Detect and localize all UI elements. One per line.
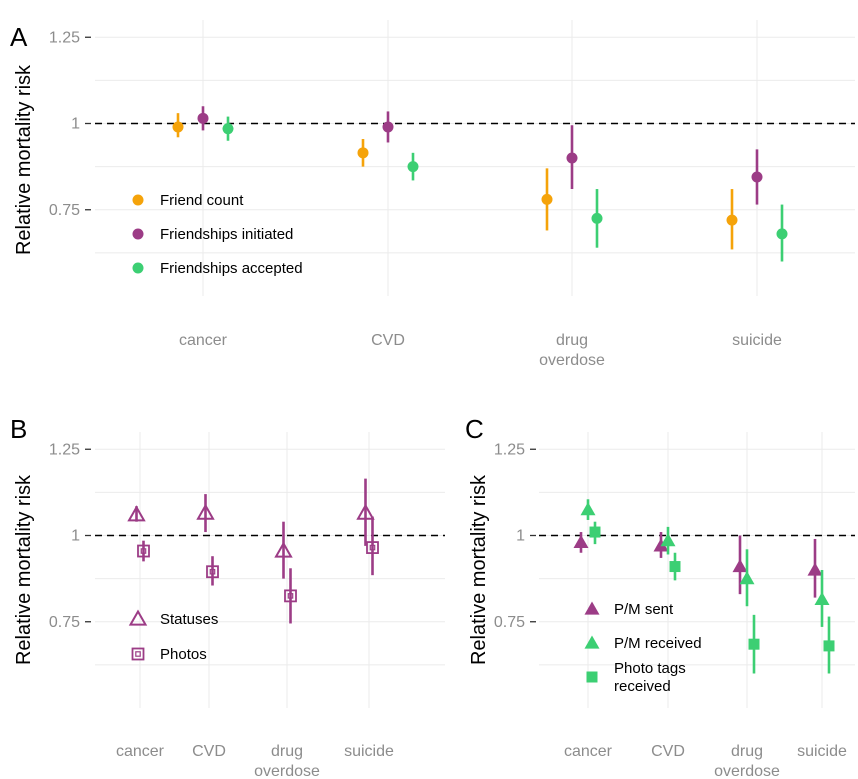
data-point: [669, 561, 681, 573]
data-point: [356, 503, 375, 520]
legend-key-inner: [135, 651, 141, 657]
data-point: [206, 565, 219, 579]
legend-label: P/M received: [614, 635, 702, 652]
x-tick-label: cancer: [564, 743, 613, 760]
data-point: [197, 112, 209, 124]
y-axis-title: Relative mortality risk: [13, 64, 35, 255]
y-tick-label: 1: [71, 528, 80, 545]
legend-key: [584, 635, 600, 649]
legend-key: [132, 228, 144, 240]
data-point: [222, 123, 234, 135]
data-point: [172, 121, 184, 133]
legend-key: [131, 647, 145, 661]
legend-label: Friendships accepted: [160, 260, 303, 277]
y-tick-label: 0.75: [49, 614, 80, 631]
panel-b: 1.25 1 0.75 B Relative mortality risk cancer C…: [10, 414, 445, 779]
data-point: [196, 503, 215, 520]
x-tick-label: CVD: [192, 743, 226, 760]
data-point: [127, 505, 146, 522]
data-point: [591, 212, 603, 224]
x-tick-label: cancer: [116, 743, 165, 760]
legend-label: Friendships initiated: [160, 226, 293, 243]
data-point: [589, 526, 601, 538]
legend-key: [132, 194, 144, 206]
data-point-inner: [140, 548, 147, 554]
data-point: [726, 214, 738, 226]
y-tick-label: 1: [71, 116, 80, 133]
x-tick-label: drug: [731, 743, 763, 760]
y-tick-label: 0.75: [494, 614, 525, 631]
legend-label: received: [614, 678, 671, 695]
legend-key: [586, 671, 598, 683]
data-point: [814, 591, 830, 605]
legend-label: Friend count: [160, 192, 244, 209]
x-tick-label: overdose: [714, 763, 780, 779]
data-point: [776, 228, 788, 240]
y-tick-label: 0.75: [49, 202, 80, 219]
panel-c: 1.25 1 0.75 C Relative mortality risk cancer C…: [465, 414, 855, 779]
data-point: [748, 638, 760, 650]
x-tick-label: cancer: [179, 332, 228, 349]
x-tick-label: overdose: [539, 352, 605, 369]
data-point: [732, 559, 748, 573]
y-tick-label: 1.25: [49, 441, 80, 458]
data-point-inner: [287, 593, 294, 599]
data-point: [137, 544, 150, 558]
panel-letter: C: [465, 414, 484, 444]
legend-label: Photos: [160, 646, 207, 663]
data-point-inner: [369, 544, 376, 551]
panel-letter: B: [10, 414, 27, 444]
data-point: [284, 589, 297, 603]
data-point: [660, 533, 676, 547]
legend-key: [584, 601, 600, 615]
x-tick-label: overdose: [254, 763, 320, 779]
x-tick-label: CVD: [651, 743, 685, 760]
data-point: [739, 571, 755, 585]
data-point: [823, 640, 835, 652]
legend-key: [132, 262, 144, 274]
y-axis-title: Relative mortality risk: [468, 474, 490, 665]
data-point: [407, 161, 419, 173]
x-tick-label: CVD: [371, 332, 405, 349]
data-point: [573, 534, 589, 549]
legend-label: Photo tags: [614, 660, 686, 677]
x-tick-label: suicide: [797, 743, 847, 760]
legend-label: P/M sent: [614, 601, 674, 618]
x-tick-label: drug: [556, 332, 588, 349]
y-tick-label: 1.25: [49, 29, 80, 46]
legend-key: [128, 609, 148, 626]
data-point: [274, 541, 293, 558]
panel-a: 1.25 1 0.75 A Relative mortality risk cancer C…: [10, 20, 855, 369]
data-point: [751, 171, 763, 183]
x-tick-label: drug: [271, 743, 303, 760]
data-point: [541, 193, 553, 205]
data-point: [366, 541, 379, 554]
data-point: [653, 538, 669, 552]
y-tick-label: 1.25: [494, 441, 525, 458]
y-tick-label: 1: [516, 528, 525, 545]
data-point: [382, 121, 394, 133]
data-point: [580, 502, 596, 516]
y-axis-title: Relative mortality risk: [13, 474, 35, 665]
data-point: [807, 562, 823, 576]
data-point: [566, 152, 578, 164]
data-point-inner: [209, 568, 216, 575]
legend-label: Statuses: [160, 611, 218, 628]
x-tick-label: suicide: [344, 743, 394, 760]
data-point: [357, 147, 369, 159]
x-tick-label: suicide: [732, 332, 782, 349]
panel-letter: A: [10, 22, 28, 52]
